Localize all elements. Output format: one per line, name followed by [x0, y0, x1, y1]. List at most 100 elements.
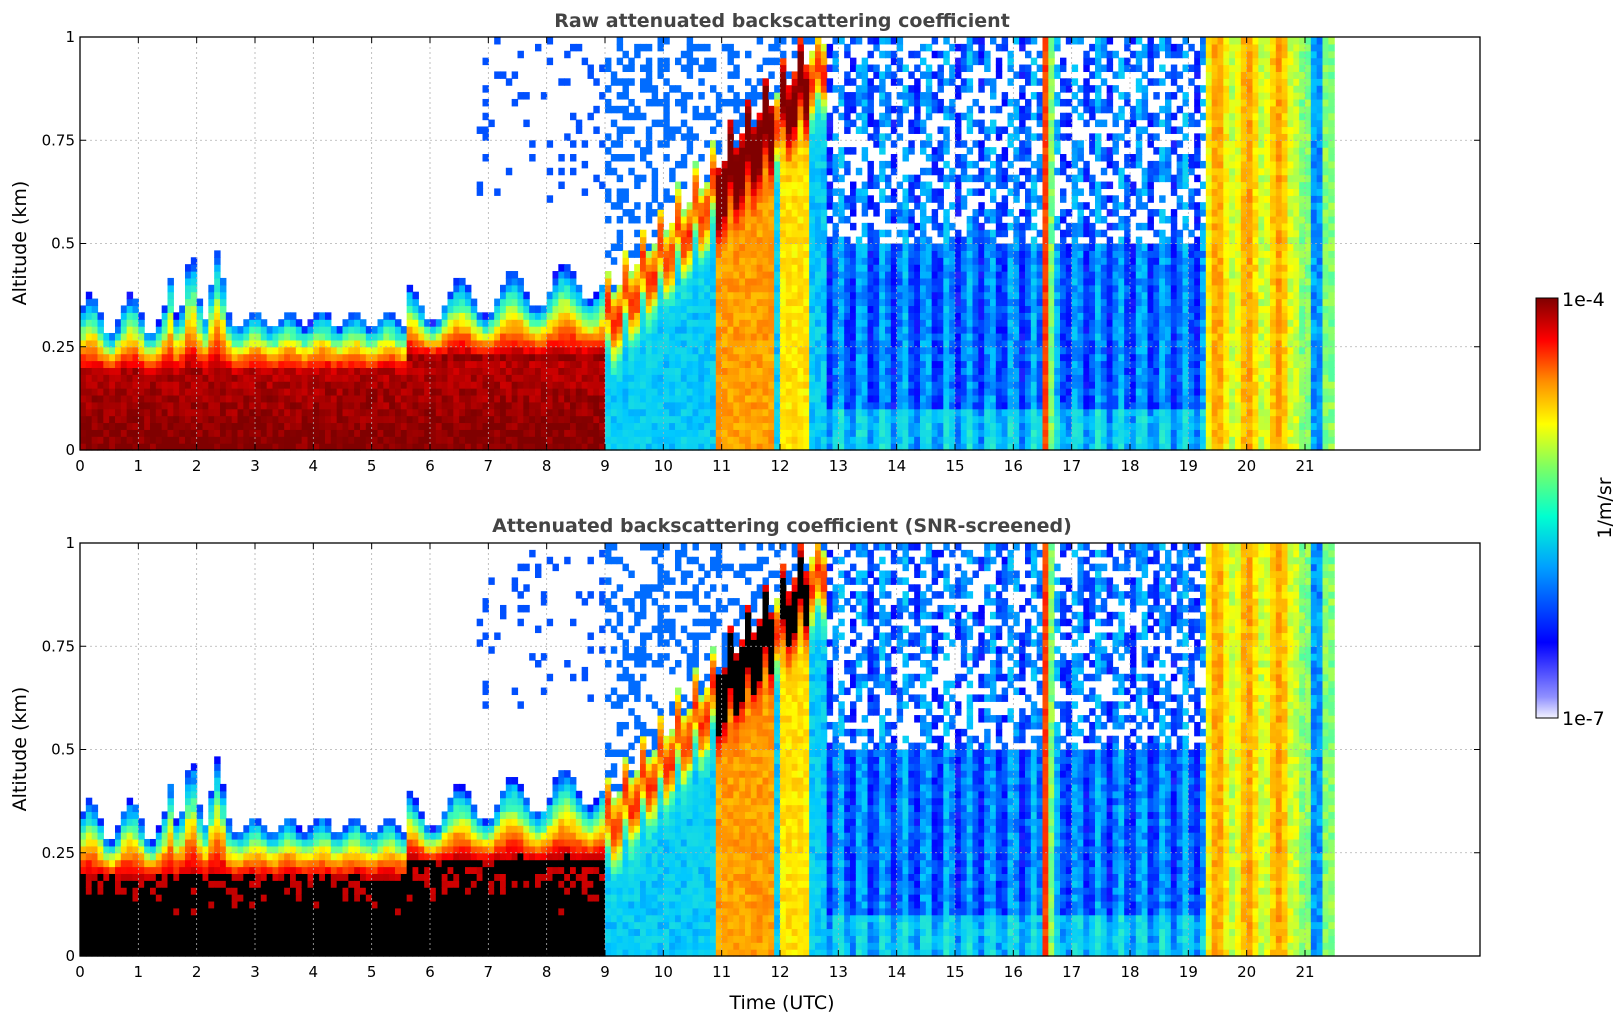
heatmap-cell	[523, 333, 529, 340]
heatmap-cell	[168, 429, 174, 436]
heatmap-cell	[768, 147, 774, 154]
heatmap-cell	[745, 182, 751, 189]
heatmap-cell	[768, 161, 774, 168]
heatmap-cell	[86, 395, 92, 402]
heatmap-cell	[751, 250, 757, 257]
heatmap-cell	[623, 347, 629, 354]
heatmap-cell	[243, 340, 249, 347]
heatmap-cell	[238, 416, 244, 423]
heatmap-cell	[278, 436, 284, 443]
heatmap-cell	[179, 422, 185, 429]
heatmap-cell	[710, 319, 716, 326]
heatmap-cell	[442, 333, 448, 340]
heatmap-cell	[733, 299, 739, 306]
heatmap-cell	[168, 333, 174, 340]
heatmap-cell	[698, 154, 704, 161]
heatmap-cell	[243, 402, 249, 409]
heatmap-cell	[232, 388, 238, 395]
heatmap-cell	[243, 354, 249, 361]
heatmap-cell	[413, 402, 419, 409]
heatmap-cell	[751, 326, 757, 333]
heatmap-cell	[255, 402, 261, 409]
heatmap-cell	[757, 244, 763, 251]
heatmap-cell	[576, 388, 582, 395]
heatmap-cell	[628, 422, 634, 429]
heatmap-cell	[92, 381, 98, 388]
heatmap-cell	[710, 209, 716, 216]
heatmap-cell	[792, 113, 798, 120]
heatmap-cell	[541, 333, 547, 340]
heatmap-cell	[593, 333, 599, 340]
heatmap-cell	[395, 395, 401, 402]
heatmap-cell	[325, 388, 331, 395]
heatmap-cell	[588, 381, 594, 388]
heatmap-cell	[605, 292, 611, 299]
heatmap-cell	[646, 58, 652, 65]
heatmap-cell	[92, 416, 98, 423]
heatmap-cell	[599, 416, 605, 423]
heatmap-cell	[593, 361, 599, 368]
heatmap-cell	[232, 395, 238, 402]
heatmap-cell	[739, 257, 745, 264]
heatmap-cell	[553, 429, 559, 436]
heatmap-cell	[704, 250, 710, 257]
heatmap-cell	[763, 92, 769, 99]
heatmap-cell	[372, 402, 378, 409]
heatmap-cell	[179, 347, 185, 354]
heatmap-cell	[792, 402, 798, 409]
heatmap-cell	[757, 92, 763, 99]
heatmap-cell	[191, 361, 197, 368]
heatmap-cell	[698, 305, 704, 312]
heatmap-cell	[156, 395, 162, 402]
heatmap-cell	[518, 381, 524, 388]
heatmap-cell	[372, 340, 378, 347]
heatmap-cell	[757, 188, 763, 195]
heatmap-cell	[389, 367, 395, 374]
heatmap-cell	[640, 285, 646, 292]
heatmap-cell	[325, 409, 331, 416]
heatmap-cell	[80, 374, 86, 381]
heatmap-cell	[570, 422, 576, 429]
heatmap-cell	[465, 422, 471, 429]
heatmap-cell	[477, 388, 483, 395]
heatmap-cell	[465, 292, 471, 299]
heatmap-cell	[658, 361, 664, 368]
heatmap-cell	[477, 347, 483, 354]
heatmap-cell	[687, 237, 693, 244]
heatmap-cell	[681, 416, 687, 423]
heatmap-cell	[739, 333, 745, 340]
heatmap-cell	[98, 436, 104, 443]
heatmap-cell	[663, 285, 669, 292]
heatmap-cell	[296, 429, 302, 436]
heatmap-cell	[348, 319, 354, 326]
heatmap-cell	[786, 319, 792, 326]
heatmap-cell	[547, 361, 553, 368]
heatmap-cell	[798, 292, 804, 299]
heatmap-cell	[786, 271, 792, 278]
heatmap-cell	[138, 395, 144, 402]
heatmap-cell	[255, 436, 261, 443]
heatmap-cell	[80, 326, 86, 333]
heatmap-cell	[238, 347, 244, 354]
heatmap-cell	[768, 244, 774, 251]
heatmap-cell	[325, 367, 331, 374]
heatmap-cell	[459, 312, 465, 319]
heatmap-cell	[704, 312, 710, 319]
heatmap-cell	[506, 354, 512, 361]
heatmap-cell	[109, 361, 115, 368]
heatmap-cell	[675, 367, 681, 374]
heatmap-cell	[319, 422, 325, 429]
heatmap-cell	[693, 340, 699, 347]
heatmap-cell	[798, 147, 804, 154]
heatmap-cell	[92, 395, 98, 402]
heatmap-cell	[768, 271, 774, 278]
heatmap-cell	[570, 381, 576, 388]
heatmap-cell	[628, 292, 634, 299]
heatmap-cell	[646, 333, 652, 340]
heatmap-cell	[553, 361, 559, 368]
heatmap-cell	[745, 429, 751, 436]
heatmap-cell	[500, 333, 506, 340]
heatmap-cell	[296, 354, 302, 361]
heatmap-cell	[535, 395, 541, 402]
heatmap-cell	[663, 319, 669, 326]
